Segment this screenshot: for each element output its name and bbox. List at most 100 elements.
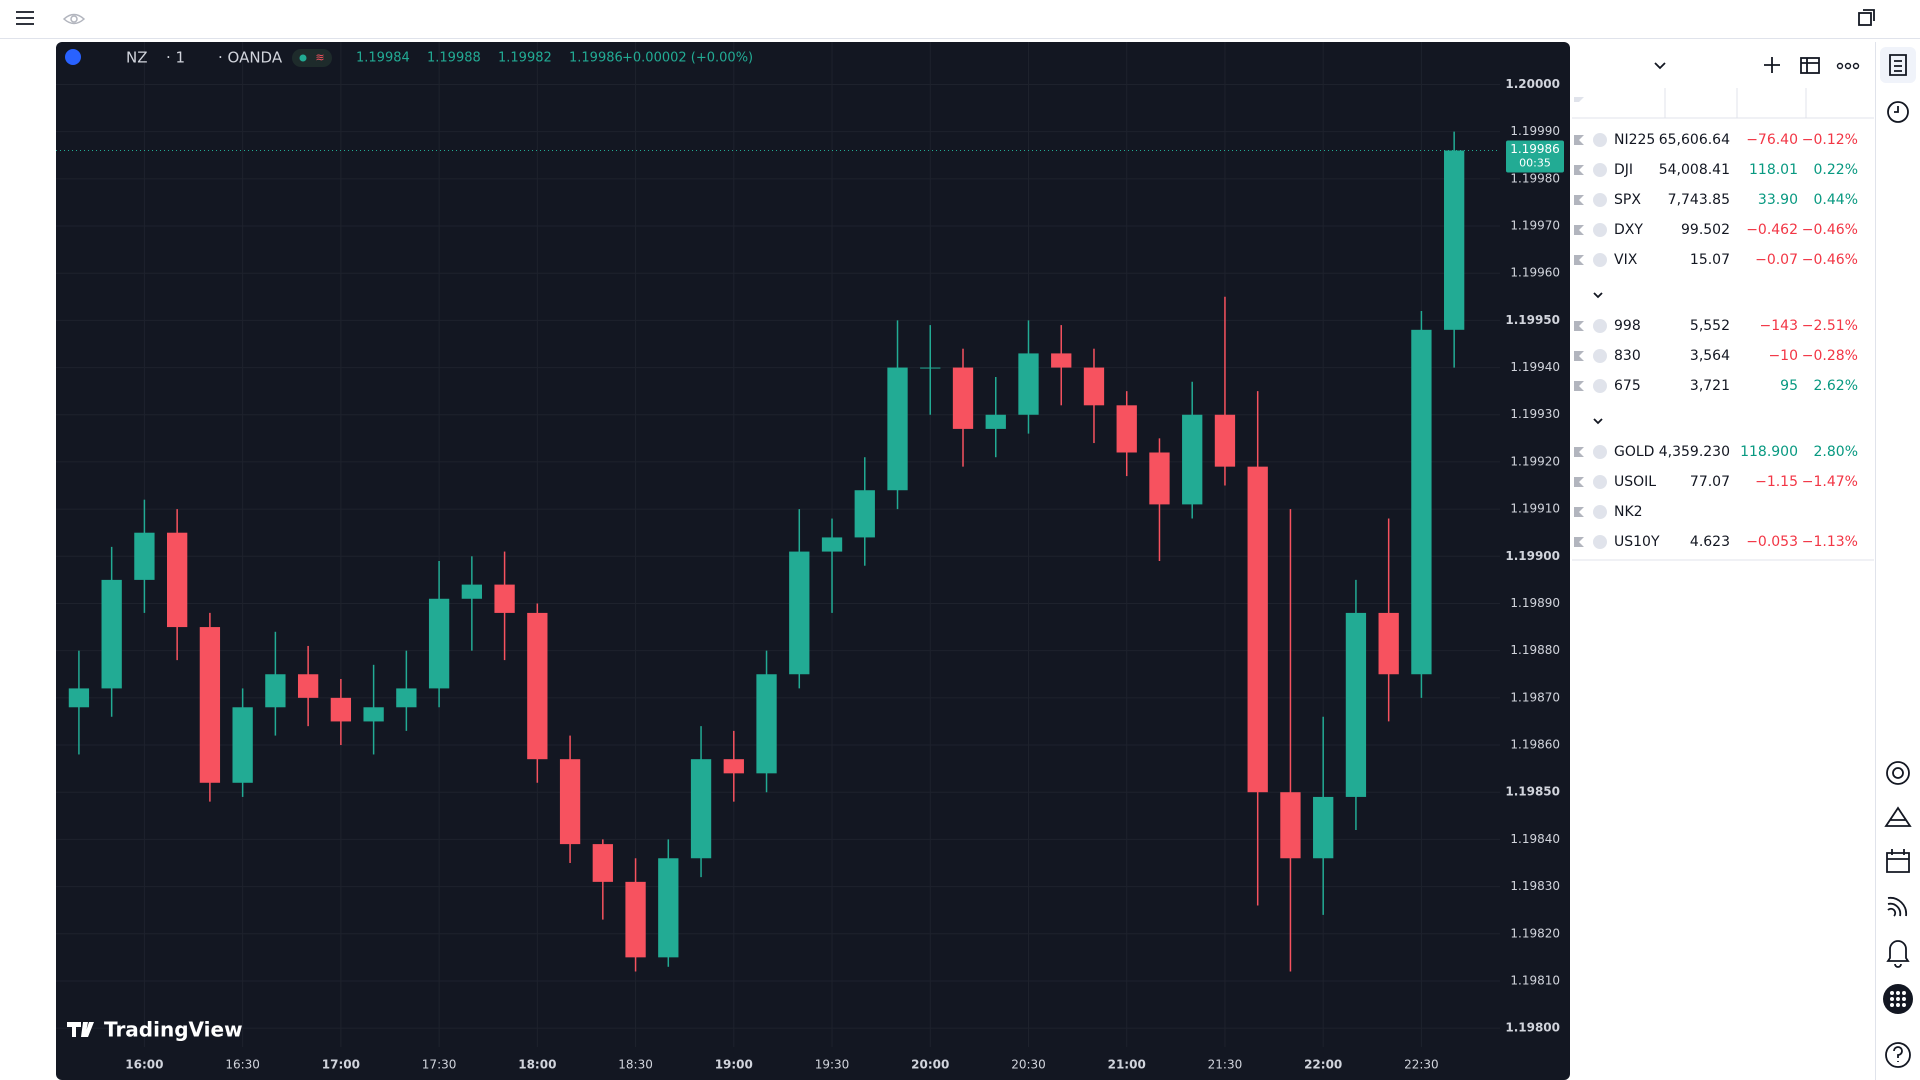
candle-body [1116,405,1137,453]
x-tick-label: 21:00 [1108,1058,1146,1072]
symbol-badge [1593,475,1607,489]
row-flag [1574,225,1584,235]
candle-body [1149,452,1170,505]
interval[interactable]: · 1 [166,49,185,67]
symbol-badge [1593,223,1607,237]
candle-body [887,367,908,491]
row-change-pct: −2.51% [1802,318,1858,334]
candle-body [494,584,515,613]
y-tick-label: 1.19920 [1510,454,1560,468]
row-last: 4.623 [1690,534,1730,550]
x-tick-label: 21:30 [1208,1058,1243,1072]
symbol-badge [1593,379,1607,393]
watchlist-header [1572,88,1874,119]
ideas-tab[interactable] [1884,806,1912,827]
legend-low: 1.19982 [498,51,552,66]
menu-button[interactable] [16,11,34,25]
y-tick-label: 1.19900 [1505,549,1560,563]
candle-body [199,627,221,783]
watchlist-row[interactable]: 830 3,564 −10 −0.28% [1574,348,1858,364]
watchlist-row[interactable]: US10Y 4.623 −0.053 −1.13% [1574,534,1858,550]
candle-body [658,858,679,958]
candle-body [1378,612,1399,675]
notifications-tab[interactable] [1886,940,1910,968]
chart-pane[interactable] [56,42,1570,1080]
help-tab[interactable] [1885,1042,1911,1068]
y-tick-label: 1.19910 [1510,502,1560,516]
candle-body [723,759,744,774]
row-change-pct: −0.46% [1802,222,1858,238]
news-tab[interactable] [1887,896,1908,917]
countdown: 00:35 [1519,157,1551,170]
row-last: 99.502 [1681,222,1730,238]
row-symbol: DJI [1614,162,1633,178]
watchlist-row[interactable]: DJI 54,008.41 118.01 0.22% [1574,162,1858,178]
row-change-pct: 2.80% [1814,444,1858,460]
candle-body [1444,150,1465,330]
row-flag [1574,507,1584,517]
row-flag [1574,381,1584,391]
y-tick-label: 1.19960 [1510,266,1560,280]
watchlist-tab[interactable] [1880,47,1916,83]
row-last: 54,008.41 [1659,162,1730,178]
candle-body [134,532,155,580]
row-last: 3,721 [1690,378,1730,394]
row-symbol: GOLD [1614,444,1654,460]
row-symbol: USOIL [1614,474,1656,490]
symbol-badge [1593,505,1607,519]
symbol[interactable]: NZ [126,49,148,67]
watchlist-row[interactable]: 675 3,721 95 2.62% [1574,378,1858,394]
watchlist-row[interactable]: VIX 15.07 −0.07 −0.46% [1574,252,1858,268]
watchlist-row[interactable]: SPX 7,743.85 33.90 0.44% [1574,192,1858,208]
x-tick-label: 18:00 [518,1058,556,1072]
y-tick-label: 1.19860 [1510,738,1560,752]
calendar-tab[interactable] [1886,849,1910,873]
watchlist-row[interactable]: GOLD 4,359.230 118.900 2.80% [1574,444,1858,460]
candle-body [592,844,613,882]
candle-body [68,688,90,708]
group-toggle[interactable] [1593,292,1603,299]
row-flag [1574,135,1584,145]
row-change: −1.15 [1755,474,1798,490]
candle-body [428,598,450,689]
watchlist-row[interactable]: NI225 65,606.64 −76.40 −0.12% [1574,132,1858,148]
products-tab[interactable] [1883,984,1913,1014]
y-tick-label: 1.19890 [1510,596,1560,610]
watchlist-row[interactable]: USOIL 77.07 −1.15 −1.47% [1574,474,1858,490]
exchange[interactable]: · OANDA [218,49,283,67]
row-change: −0.053 [1746,534,1798,550]
symbol-badge [1593,349,1607,363]
list-dropdown[interactable] [1654,62,1666,70]
row-symbol: 830 [1614,348,1641,364]
candle-body [527,612,548,760]
candle-body [1083,367,1105,406]
alerts-tab[interactable] [1887,101,1909,123]
candle-body [821,537,843,552]
more-options[interactable] [1836,62,1860,70]
row-symbol: 675 [1614,378,1641,394]
advanced-view[interactable] [1800,57,1820,74]
symbol-logo [65,49,81,65]
x-tick-label: 16:30 [225,1058,260,1072]
row-last: 7,743.85 [1668,192,1730,208]
watchlist-row[interactable]: 998 5,552 −143 −2.51% [1574,318,1858,334]
candle-body [985,414,1006,429]
watchlist-row[interactable]: DXY 99.502 −0.462 −0.46% [1574,222,1858,238]
candle-body [330,697,352,722]
market-status[interactable] [292,49,332,67]
row-flag [1574,351,1584,361]
candle-body [690,759,712,859]
candle-body [461,584,482,599]
top-bar [0,0,1920,38]
legend-change: +0.00002 (+0.00%) [622,51,753,66]
window-button[interactable] [1858,9,1875,26]
hotlists-tab[interactable] [1886,761,1910,785]
watchlist-row[interactable]: NK2 [1574,504,1643,520]
x-tick-label: 19:30 [815,1058,850,1072]
row-symbol: NK2 [1614,504,1643,520]
group-toggle[interactable] [1593,418,1603,425]
eye-button[interactable] [62,13,86,25]
last-price-label: 1.19986 [1510,142,1560,156]
add-symbol[interactable] [1764,57,1780,73]
